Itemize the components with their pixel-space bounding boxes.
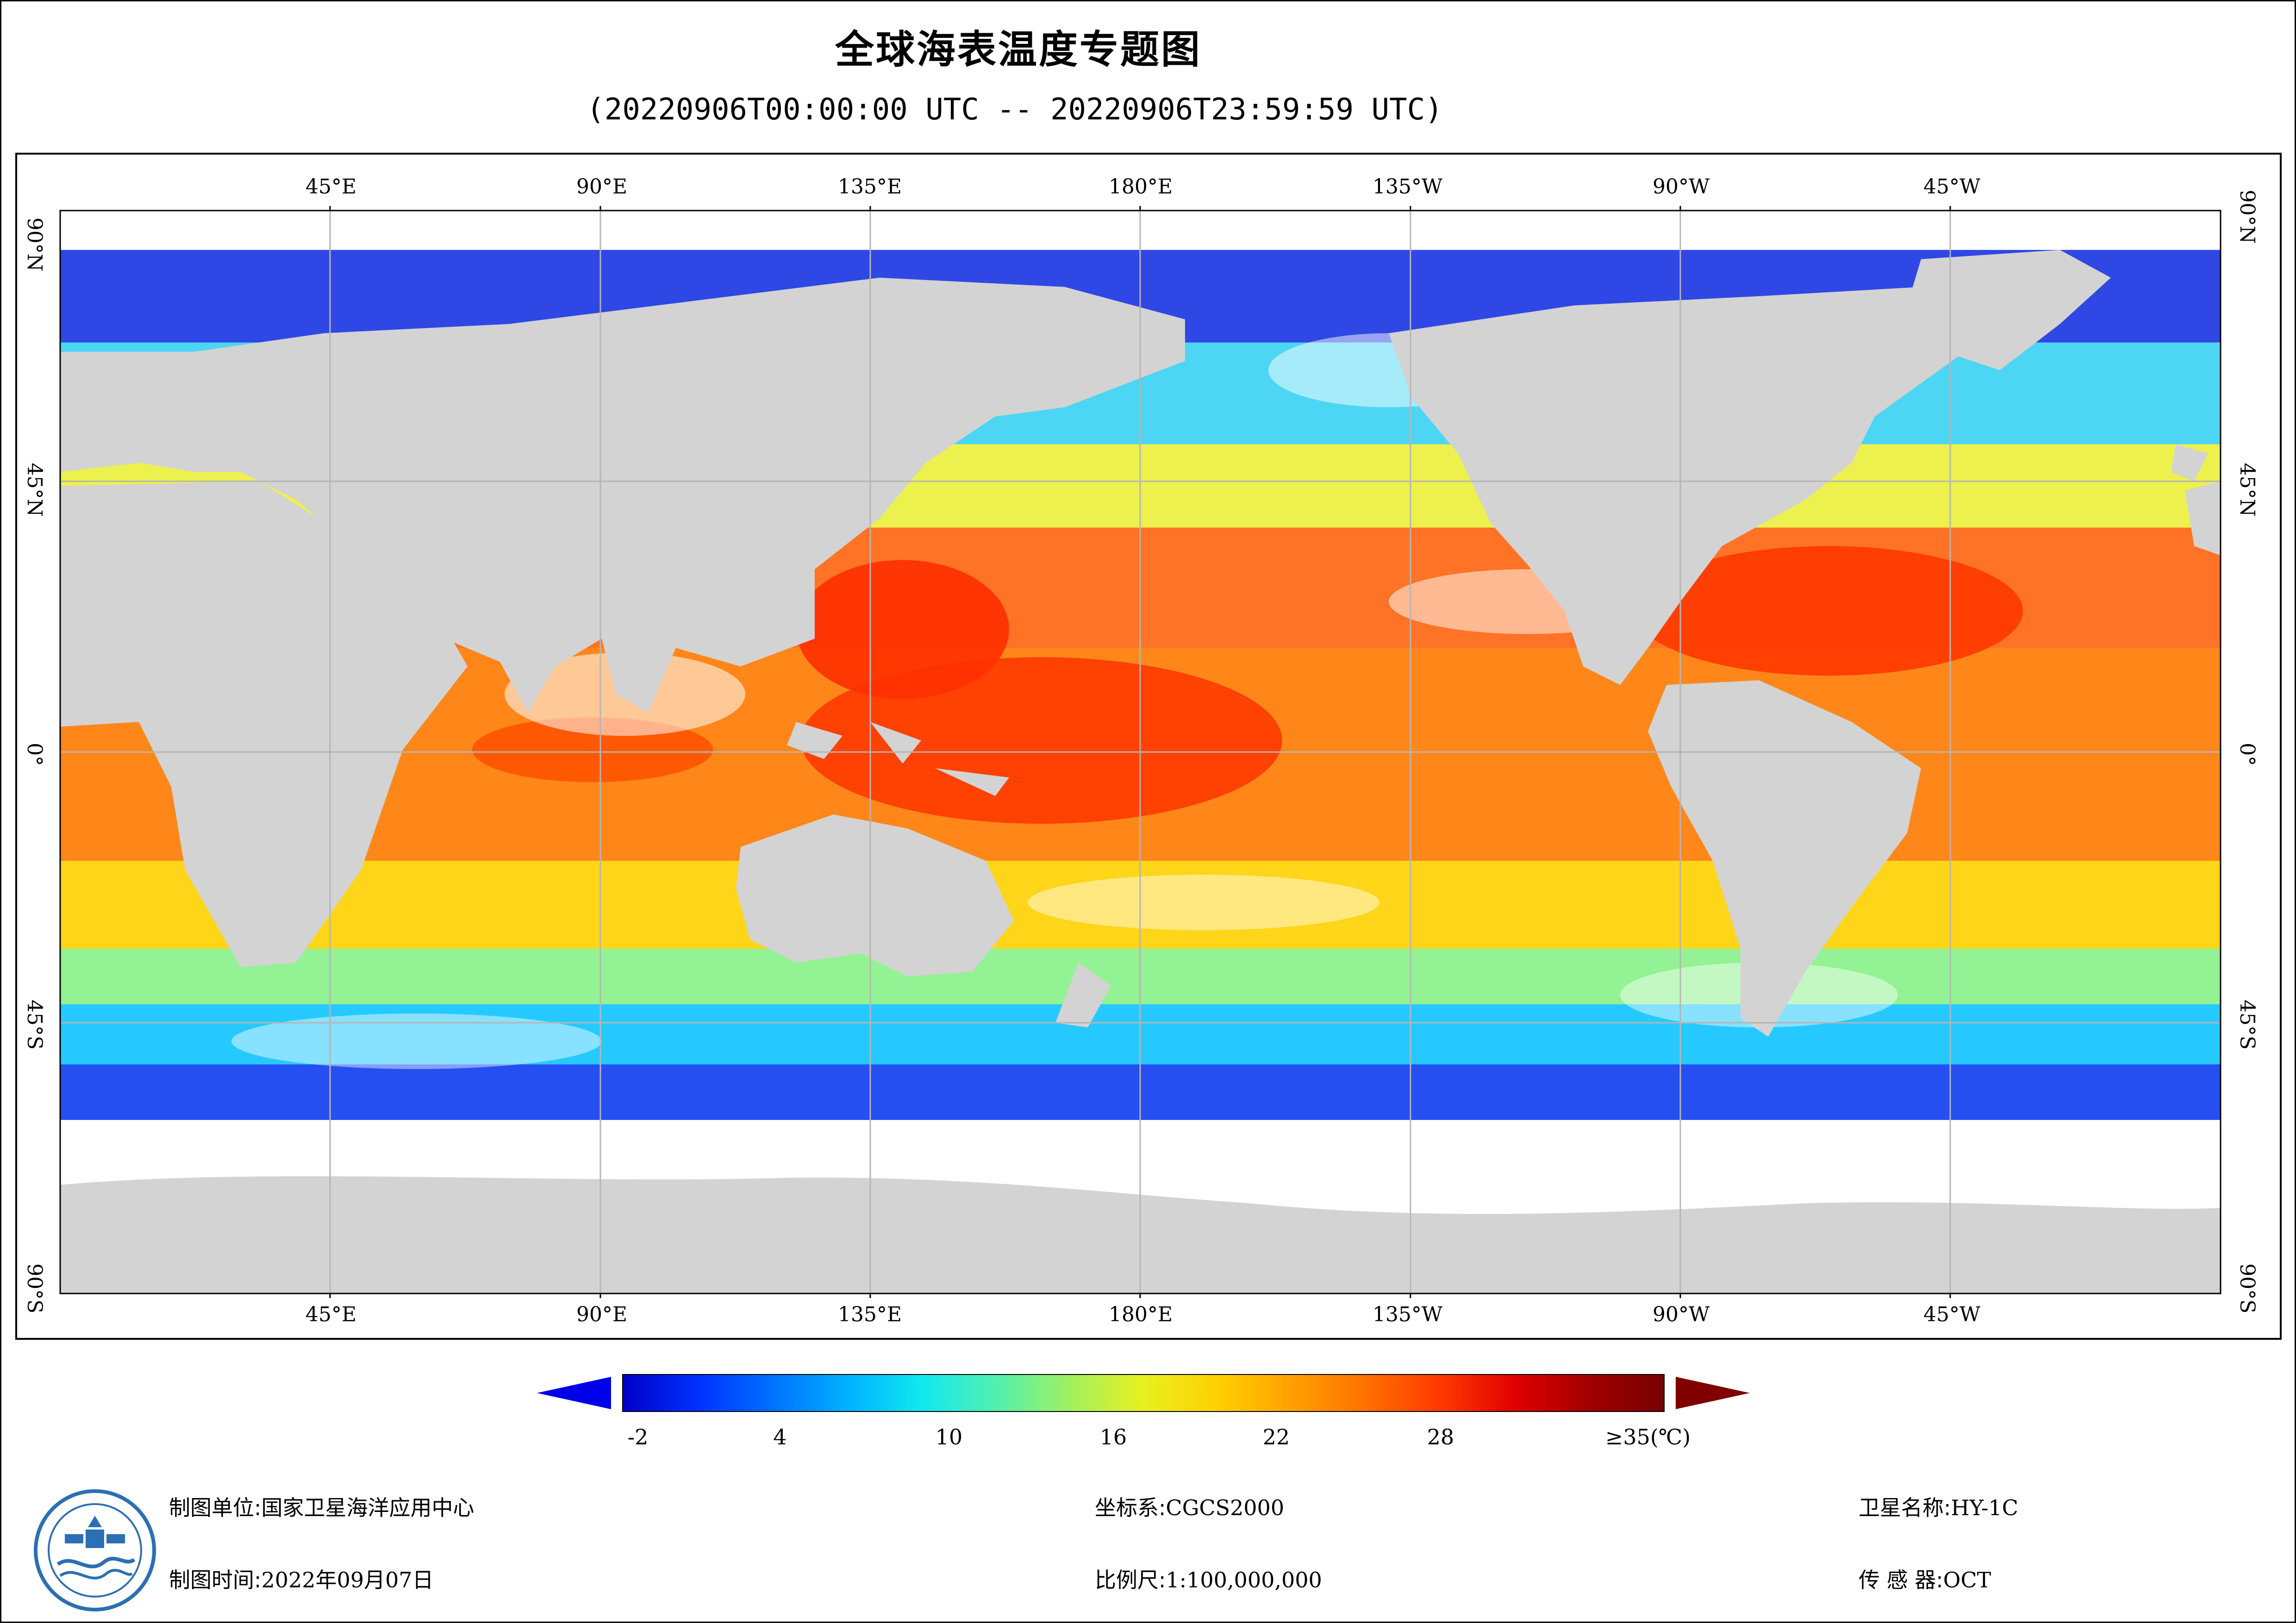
scale-value: 1:100,000,000 [1166, 1567, 1322, 1592]
mapping-unit-value: 国家卫星海洋应用中心 [261, 1495, 474, 1520]
colorbar [537, 1374, 1750, 1412]
colorbar-tick-label: 4 [773, 1424, 787, 1449]
eurasia [60, 278, 1185, 713]
left-lat-label: 0° [23, 743, 46, 766]
greenland [1907, 250, 2111, 370]
map-scale: 比例尺:1:100,000,000 [1095, 1563, 1322, 1594]
colorbar-over-arrow [1676, 1377, 1750, 1409]
top-lon-label: 90°W [1653, 175, 1710, 199]
satellite-value: HY-1C [1951, 1495, 2018, 1520]
graticule [60, 211, 2221, 1293]
top-lon-label: 45°W [1923, 175, 1981, 199]
new-zealand [1055, 963, 1111, 1027]
colorbar-tick-label: -2 [627, 1424, 649, 1449]
sensor-name: 传 感 器:OCT [1859, 1563, 1991, 1594]
left-lat-label: 90°N [23, 218, 46, 272]
right-lat-label: 45°N [2235, 463, 2259, 517]
europe-west [2185, 481, 2221, 555]
colorbar-tick-label: 28 [1427, 1424, 1454, 1449]
colorbar-tick-label: ≥35(℃) [1605, 1424, 1691, 1449]
map-title: 全球海表温度专题图 [835, 27, 1202, 72]
time-range-subtitle: (20220906T00:00:00 UTC -- 20220906T23:59… [586, 93, 1443, 127]
left-lat-label: 90°S [23, 1263, 46, 1314]
top-lon-label: 135°W [1373, 175, 1443, 199]
mapping-time-value: 2022年09月07日 [261, 1567, 434, 1592]
satellite-label: 卫星名称: [1859, 1495, 1951, 1520]
north-america [1389, 287, 1990, 685]
nsoas-logo-icon [34, 1489, 156, 1611]
satellite-name: 卫星名称:HY-1C [1859, 1491, 2018, 1522]
mapping-unit: 制图单位:国家卫星海洋应用中心 [169, 1491, 474, 1522]
right-lat-label: 90°S [2235, 1263, 2259, 1314]
bottom-lon-label: 90°W [1653, 1303, 1710, 1326]
colorbar-tick-label: 10 [935, 1424, 963, 1449]
mapping-unit-label: 制图单位: [169, 1495, 262, 1520]
australia [736, 815, 1014, 976]
mapping-time-label: 制图时间: [169, 1567, 262, 1592]
right-lat-label: 0° [2235, 743, 2259, 766]
crs-label: 坐标系: [1095, 1495, 1166, 1520]
left-lat-label: 45°S [23, 1000, 46, 1050]
bottom-lon-label: 45°E [306, 1303, 357, 1326]
bottom-lon-label: 90°E [576, 1303, 628, 1326]
colorbar-bar [622, 1374, 1665, 1412]
top-lon-label: 135°E [838, 175, 902, 199]
mapping-time: 制图时间:2022年09月07日 [169, 1563, 434, 1594]
ticks [329, 206, 1951, 1298]
sensor-label: 传 感 器: [1859, 1567, 1943, 1592]
coordinate-system: 坐标系:CGCS2000 [1095, 1491, 1284, 1522]
right-lat-label: 45°S [2235, 1000, 2259, 1050]
bottom-lon-label: 180°E [1109, 1303, 1173, 1326]
top-lon-label: 90°E [576, 175, 628, 199]
colorbar-tick-label: 22 [1262, 1424, 1290, 1449]
left-lat-label: 45°N [23, 463, 46, 517]
bottom-lon-label: 135°E [838, 1303, 902, 1326]
colorbar-tick-label: 16 [1099, 1424, 1127, 1449]
british-isles [2171, 444, 2208, 481]
bottom-lon-label: 45°W [1923, 1303, 1981, 1326]
right-lat-label: 90°N [2235, 190, 2259, 244]
top-lon-label: 45°E [306, 175, 357, 199]
bottom-lon-label: 135°W [1373, 1303, 1443, 1326]
crs-value: CGCS2000 [1166, 1495, 1285, 1520]
maritime-continent [787, 722, 1009, 796]
map-frame [15, 153, 2282, 1340]
south-america [1648, 680, 1921, 1037]
sensor-value: OCT [1943, 1567, 1991, 1592]
scale-label: 比例尺: [1095, 1567, 1166, 1592]
top-lon-label: 180°E [1109, 175, 1173, 199]
colorbar-under-arrow [537, 1377, 611, 1409]
